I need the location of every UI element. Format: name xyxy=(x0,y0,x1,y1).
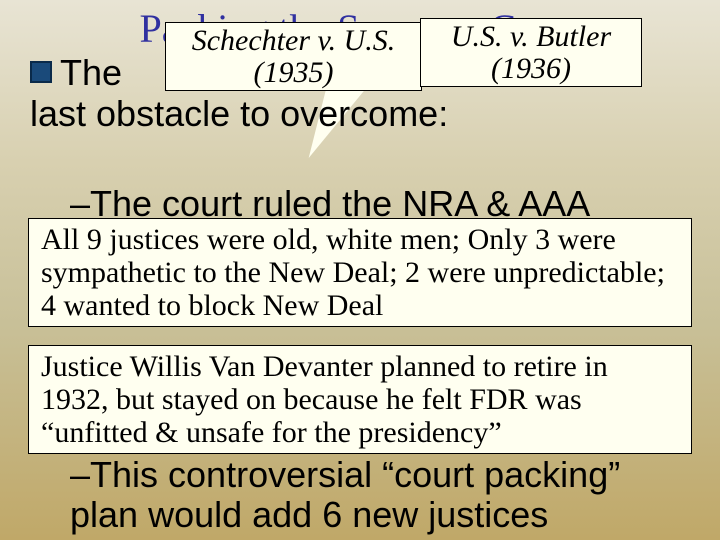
bottom-bullet-text: –This controversial “court packing” plan… xyxy=(70,455,690,534)
callout-schechter-case: Schechter v. U.S. xyxy=(192,24,396,57)
callout-butler-year: (1936) xyxy=(491,52,571,85)
callout-schechter-year: (1935) xyxy=(254,56,334,89)
main-text-line2: last obstacle to overcome: xyxy=(30,93,448,134)
info-box-justices: All 9 justices were old, white men; Only… xyxy=(28,218,692,327)
bullet-square-icon xyxy=(30,61,52,83)
main-text-line1-pre: The xyxy=(60,52,122,93)
callout-schechter: Schechter v. U.S. (1935) xyxy=(165,22,422,91)
info-box-devanter: Justice Willis Van Devanter planned to r… xyxy=(28,345,692,454)
callout-butler: U.S. v. Butler (1936) xyxy=(420,18,642,87)
callout-butler-case: U.S. v. Butler xyxy=(451,20,611,53)
